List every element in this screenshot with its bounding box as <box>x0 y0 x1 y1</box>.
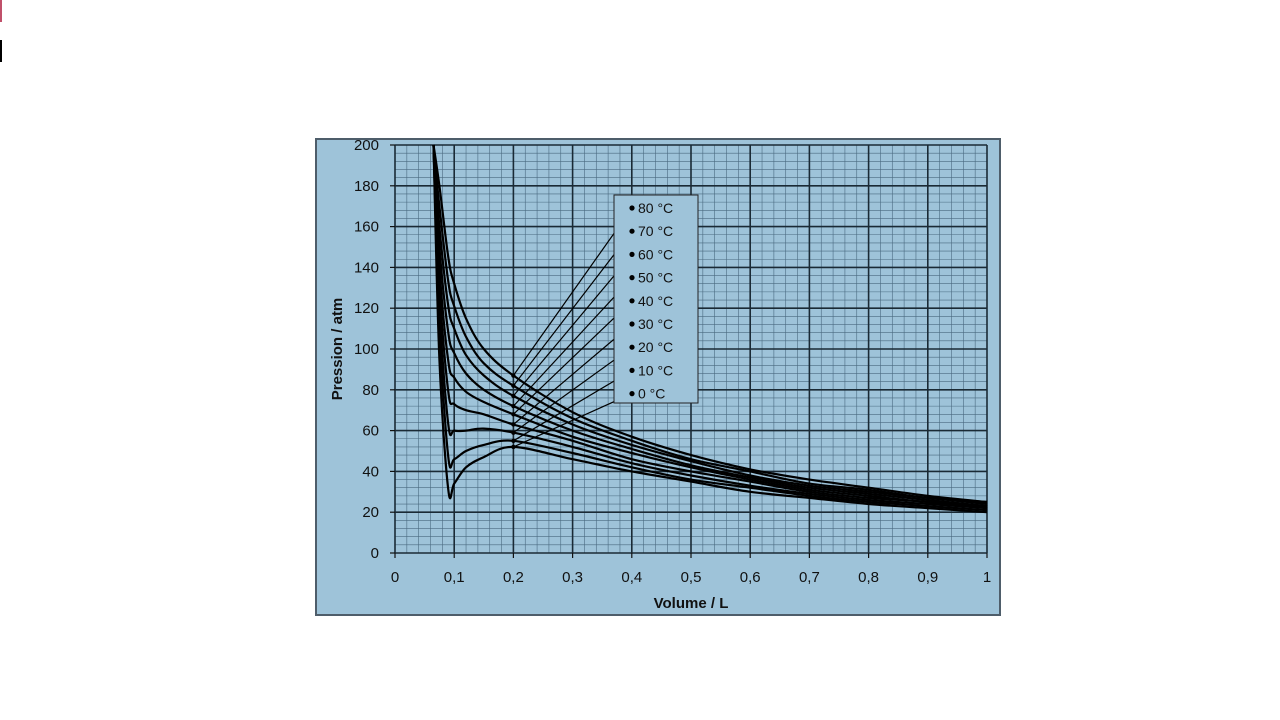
x-axis-title: Volume / L <box>654 595 729 612</box>
leader-dot <box>511 438 516 443</box>
y-tick-label: 200 <box>354 140 379 154</box>
series-line <box>432 144 988 506</box>
y-tick-label: 120 <box>354 300 379 317</box>
leader-dot <box>511 412 516 417</box>
series-line <box>432 144 988 510</box>
leader-dot <box>511 373 516 378</box>
legend-box <box>613 194 699 404</box>
legend-label: 30 °C <box>638 316 673 332</box>
leader-line <box>513 346 633 434</box>
legend-dot <box>629 205 635 211</box>
y-axis-title: Pression / atm <box>329 298 346 401</box>
chart-frame: 0 0,1 0,2 0,3 0,4 0,5 0,6 0,7 0,8 0,9 1 0 20 40 60 80 1… <box>315 138 1001 616</box>
legend-dot <box>629 228 635 234</box>
series-line <box>432 144 988 508</box>
x-tick-label: 1 <box>983 569 991 586</box>
y-tick-label: 80 <box>362 382 379 399</box>
leader-line <box>513 323 633 425</box>
x-tick-label: 0,7 <box>799 569 820 586</box>
x-tick-label: 0,4 <box>621 569 642 586</box>
y-tick-label: 60 <box>362 423 379 440</box>
x-tick-label: 0,6 <box>740 569 761 586</box>
legend-dot <box>629 321 635 327</box>
y-tick-label: 0 <box>371 545 379 562</box>
y-axis-ticks: 0 20 40 60 80 100 120 140 160 180 200 <box>354 140 395 562</box>
legend-label: 0 °C <box>638 386 665 402</box>
corner-marker-top <box>0 0 2 22</box>
y-tick-label: 20 <box>362 504 379 521</box>
legend-label: 60 °C <box>638 246 673 262</box>
legend: 80 °C 70 °C 60 °C 50 °C 40 °C 30 °C 20 °C 10 °C… <box>629 200 673 402</box>
legend-dot <box>629 344 635 350</box>
legend-dot <box>629 298 635 304</box>
chart-plot: 0 0,1 0,2 0,3 0,4 0,5 0,6 0,7 0,8 0,9 1 0 20 40 60 80 1… <box>329 140 991 612</box>
leader-dot <box>511 430 516 435</box>
legend-dot <box>629 251 635 257</box>
legend-dot <box>629 391 635 397</box>
series-line <box>432 144 988 504</box>
series-line <box>432 144 988 512</box>
legend-label: 40 °C <box>638 293 673 309</box>
legend-label: 50 °C <box>638 270 673 286</box>
legend-dot <box>629 275 635 281</box>
corner-marker <box>0 0 2 62</box>
leader-line <box>512 230 633 387</box>
x-tick-label: 0,5 <box>681 569 702 586</box>
series-line <box>432 144 988 504</box>
y-tick-label: 40 <box>362 463 379 480</box>
legend-leader-lines <box>511 207 633 450</box>
leader-dot <box>511 403 516 409</box>
leader-line <box>512 300 633 415</box>
legend-label: 70 °C <box>638 223 673 239</box>
legend-dot <box>629 367 635 373</box>
leader-line <box>512 277 633 407</box>
x-tick-label: 0,8 <box>858 569 879 586</box>
corner-marker-bottom <box>0 40 2 62</box>
y-tick-label: 140 <box>354 259 379 276</box>
x-tick-label: 0,1 <box>444 569 465 586</box>
leader-line <box>512 207 633 376</box>
leader-dot <box>511 383 516 388</box>
leader-line <box>513 369 633 442</box>
y-tick-label: 160 <box>354 219 379 236</box>
leader-dot <box>511 422 516 427</box>
legend-label: 20 °C <box>638 339 673 355</box>
y-tick-label: 180 <box>354 178 379 195</box>
series-curves <box>432 144 988 514</box>
y-tick-label: 100 <box>354 341 379 358</box>
x-tick-label: 0 <box>391 569 399 586</box>
legend-label: 80 °C <box>638 200 673 216</box>
series-line <box>432 144 988 514</box>
leader-dot <box>511 393 516 399</box>
series-line <box>432 144 988 508</box>
x-tick-label: 0,2 <box>503 569 524 586</box>
x-axis-ticks: 0 0,1 0,2 0,3 0,4 0,5 0,6 0,7 0,8 0,9 1 <box>391 553 991 586</box>
leader-line <box>513 393 633 448</box>
x-tick-label: 0,9 <box>917 569 938 586</box>
x-tick-label: 0,3 <box>562 569 583 586</box>
series-line <box>432 144 988 510</box>
leader-line <box>512 254 633 397</box>
legend-label: 10 °C <box>638 362 673 378</box>
leader-dot <box>511 444 516 450</box>
